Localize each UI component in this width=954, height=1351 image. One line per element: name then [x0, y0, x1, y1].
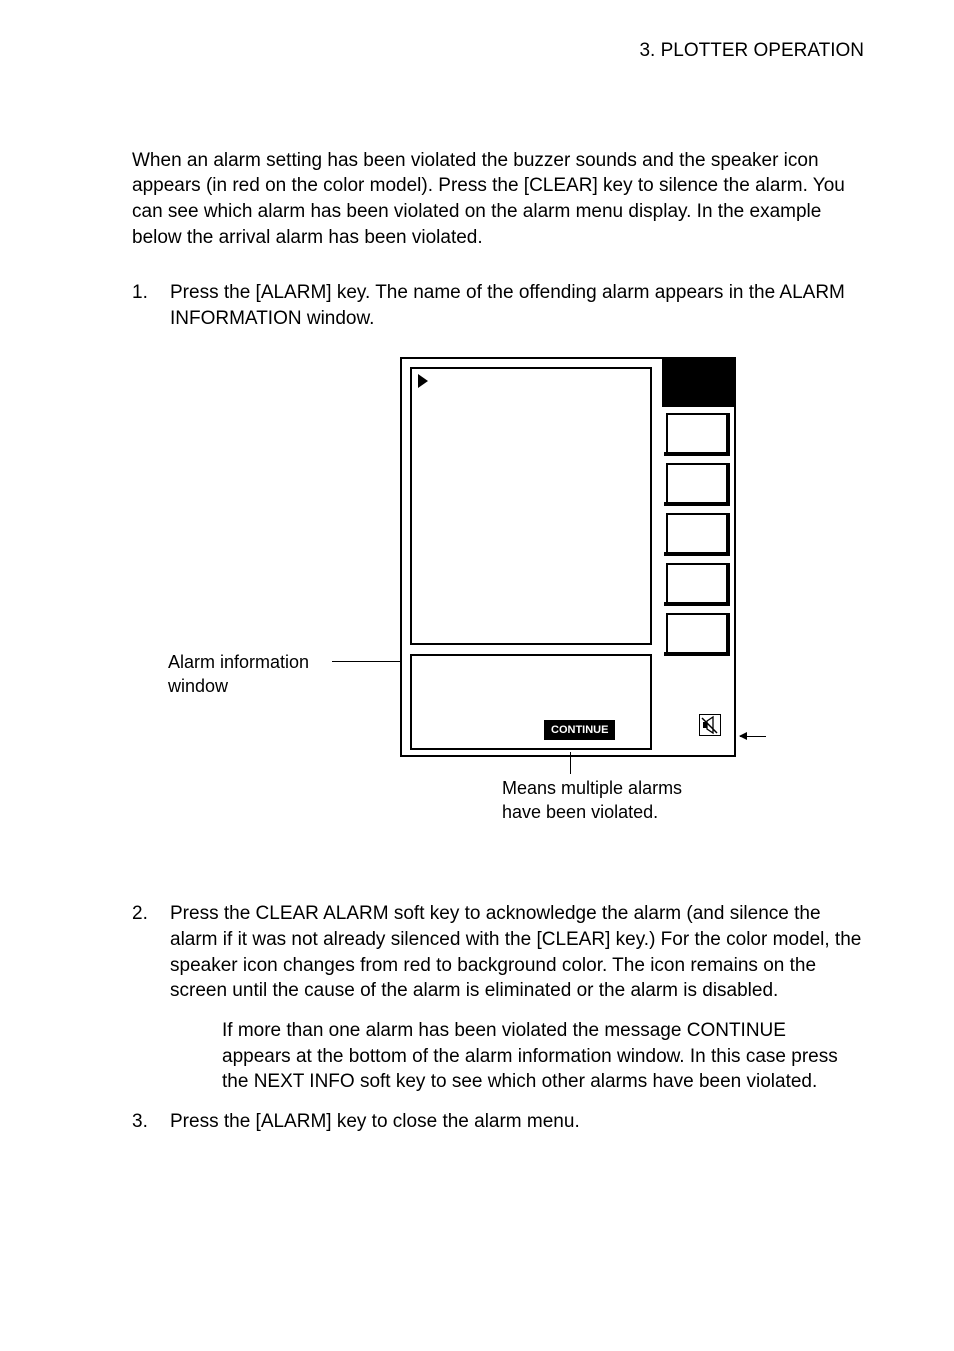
continue-leader-line: [570, 752, 571, 774]
softkey-button[interactable]: [666, 563, 728, 604]
callout-multiple-alarms: Means multiple alarms have been violated…: [502, 777, 682, 824]
callout-bottom-line1: Means multiple alarms: [502, 778, 682, 798]
note-continue-message: If more than one alarm has been violated…: [222, 1018, 864, 1095]
alarm-menu-figure: Alarm information window CONTINUE: [132, 357, 864, 839]
alarm-menu-screen: CONTINUE: [400, 357, 736, 757]
step-text: Press the CLEAR ALARM soft key to acknow…: [170, 901, 864, 1004]
step-text: Press the [ALARM] key to close the alarm…: [170, 1109, 864, 1135]
softkey-button[interactable]: [666, 613, 728, 654]
step-number: 3.: [132, 1109, 160, 1135]
softkey-button[interactable]: [666, 413, 728, 454]
section-title: 3. PLOTTER OPERATION: [639, 40, 864, 61]
play-cursor-icon: [418, 374, 430, 390]
speaker-callout-arrow: [740, 736, 766, 737]
callout-line2: window: [168, 676, 228, 696]
step-1: 1. Press the [ALARM] key. The name of th…: [132, 280, 864, 331]
intro-paragraph: When an alarm setting has been violated …: [132, 148, 864, 251]
softkey-column: [666, 413, 728, 654]
alarm-information-window: CONTINUE: [410, 654, 652, 750]
screen-top-right-block: [662, 359, 734, 407]
step-text: Press the [ALARM] key. The name of the o…: [170, 280, 864, 331]
page-section-header: 3. PLOTTER OPERATION: [132, 38, 864, 64]
step-number: 1.: [132, 280, 160, 331]
callout-leader-line: [332, 661, 400, 662]
callout-line1: Alarm information: [168, 652, 309, 672]
step-number: 2.: [132, 901, 160, 1004]
callout-bottom-line2: have been violated.: [502, 802, 658, 822]
note-text: If more than one alarm has been violated…: [222, 1020, 838, 1092]
step-2: 2. Press the CLEAR ALARM soft key to ack…: [132, 901, 864, 1004]
step-3: 3. Press the [ALARM] key to close the al…: [132, 1109, 864, 1135]
continue-label: CONTINUE: [544, 720, 615, 741]
speaker-icon: [699, 714, 721, 744]
softkey-button[interactable]: [666, 513, 728, 554]
callout-alarm-info-window: Alarm information window: [168, 651, 309, 698]
screen-main-panel: [410, 367, 652, 645]
softkey-button[interactable]: [666, 463, 728, 504]
